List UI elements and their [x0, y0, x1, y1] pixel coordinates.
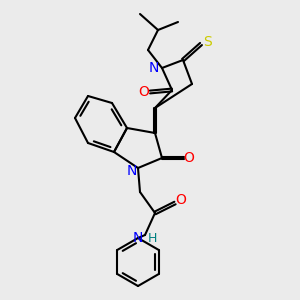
- Text: H: H: [147, 232, 157, 244]
- Text: O: O: [184, 151, 194, 165]
- Text: N: N: [149, 61, 159, 75]
- Text: O: O: [176, 193, 186, 207]
- Text: O: O: [139, 85, 149, 99]
- Text: S: S: [202, 35, 211, 49]
- Text: N: N: [127, 164, 137, 178]
- Text: N: N: [133, 231, 143, 245]
